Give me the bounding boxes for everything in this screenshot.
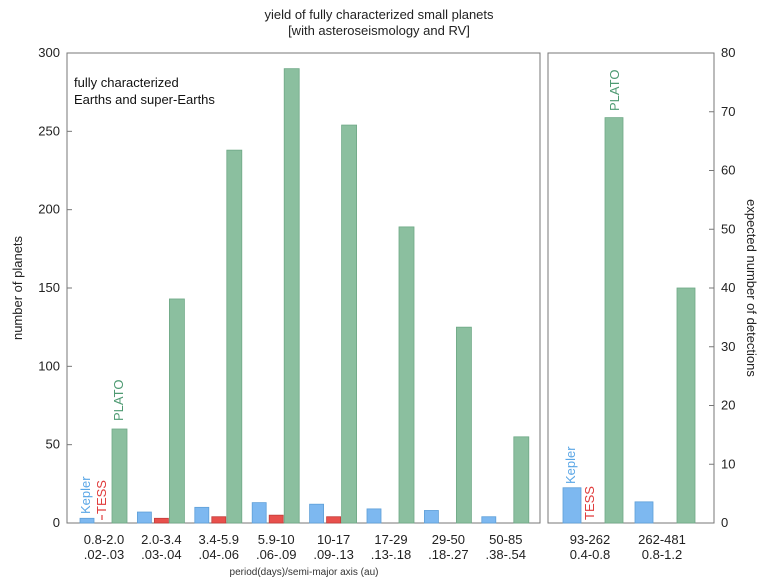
- right-tick-label: 60: [721, 163, 735, 178]
- right-tick-label: 30: [721, 339, 735, 354]
- left-y-ticks: 0 50 100 150 200 250 300: [38, 45, 72, 530]
- bar-plato: [168, 298, 185, 524]
- bar-plato: [111, 428, 128, 524]
- left-tick-label: 300: [38, 45, 60, 60]
- right-tick-label: 50: [721, 221, 735, 236]
- bar-kepler: [366, 508, 382, 524]
- bar-kepler: [79, 517, 95, 524]
- bar-kepler: [194, 506, 210, 524]
- x-category-label-axis: .38-.54: [486, 547, 526, 562]
- right-tick-label: 10: [721, 456, 735, 471]
- x-category-label-axis: .06-.09: [256, 547, 296, 562]
- x-category-label-period: 93-262: [570, 532, 610, 547]
- left-tick-label: 100: [38, 358, 60, 373]
- x-category-label-period: 2.0-3.4: [141, 532, 181, 547]
- bar-plato: [226, 149, 243, 524]
- plato-label-right: PLATO: [607, 70, 622, 111]
- left-tick-label: 200: [38, 202, 60, 217]
- x-category-label-axis: .02-.03: [84, 547, 124, 562]
- bar-kepler: [423, 510, 439, 524]
- x-category-label-axis: .03-.04: [141, 547, 181, 562]
- bar-plato: [341, 124, 358, 524]
- bar-tess: [326, 516, 342, 524]
- bar-kepler: [634, 501, 654, 524]
- chart-title-line2: [with asteroseismology and RV]: [288, 23, 470, 38]
- x-category-label-period: 50-85: [489, 532, 522, 547]
- right-tick-label: 80: [721, 45, 735, 60]
- x-category-label-axis: 0.8-1.2: [642, 547, 682, 562]
- x-category-label-period: 3.4-5.9: [199, 532, 239, 547]
- x-category-label-axis: .13-.18: [371, 547, 411, 562]
- annotation-line2: Earths and super-Earths: [74, 92, 215, 107]
- right-tick-label: 0: [721, 515, 728, 530]
- bars-group: [79, 68, 696, 524]
- left-tick-label: 150: [38, 280, 60, 295]
- left-tick-label: 50: [46, 437, 60, 452]
- kepler-label-left: Kepler: [78, 476, 93, 514]
- x-category-label-axis: .04-.06: [199, 547, 239, 562]
- x-category-label-axis: 0.4-0.8: [570, 547, 610, 562]
- chart-title-line1: yield of fully characterized small plane…: [264, 7, 494, 22]
- x-category-label-period: 0.8-2.0: [84, 532, 124, 547]
- bar-kepler: [562, 487, 582, 524]
- x-category-label-period: 17-29: [374, 532, 407, 547]
- x-category-label-period: 29-50: [432, 532, 465, 547]
- x-category-label-axis: .18-.27: [428, 547, 468, 562]
- right-y-ticks: 0 10 20 30 40 50 60 70 80: [709, 45, 735, 530]
- x-category-labels: 0.8-2.0.02-.03 2.0-3.4.03-.04 3.4-5.9.04-.…: [84, 532, 686, 562]
- bar-plato: [455, 326, 472, 524]
- x-category-label-period: 10-17: [317, 532, 350, 547]
- right-tick-label: 40: [721, 280, 735, 295]
- x-category-label-period: 5.9-10: [258, 532, 295, 547]
- annotation-line1: fully characterized: [74, 75, 179, 90]
- bar-plato: [398, 226, 415, 524]
- x-axis-label: period(days)/semi-major axis (au): [230, 567, 379, 578]
- right-tick-label: 20: [721, 398, 735, 413]
- bar-tess: [268, 514, 284, 524]
- bar-kepler: [309, 503, 325, 524]
- plato-label-left: PLATO: [111, 380, 126, 421]
- kepler-label-right: Kepler: [563, 446, 578, 484]
- bar-tess: [211, 516, 227, 524]
- x-category-label-period: 262-481: [638, 532, 686, 547]
- tess-label-right: TESS: [582, 486, 597, 520]
- bar-kepler: [251, 502, 267, 524]
- tess-label-left: TESS: [94, 480, 109, 514]
- right-tick-label: 70: [721, 104, 735, 119]
- left-tick-label: 0: [53, 515, 60, 530]
- bar-plato: [604, 117, 624, 524]
- bar-plato: [676, 287, 696, 524]
- y-axis-label-left: number of planets: [10, 235, 25, 340]
- bar-plato: [283, 68, 300, 524]
- bar-kepler: [481, 516, 497, 524]
- y-axis-label-right: expected number of detections: [744, 199, 758, 377]
- bar-kepler: [136, 511, 152, 524]
- bar-tess: [153, 517, 169, 524]
- x-category-label-axis: .09-.13: [313, 547, 353, 562]
- bar-plato: [513, 436, 530, 524]
- left-tick-label: 250: [38, 123, 60, 138]
